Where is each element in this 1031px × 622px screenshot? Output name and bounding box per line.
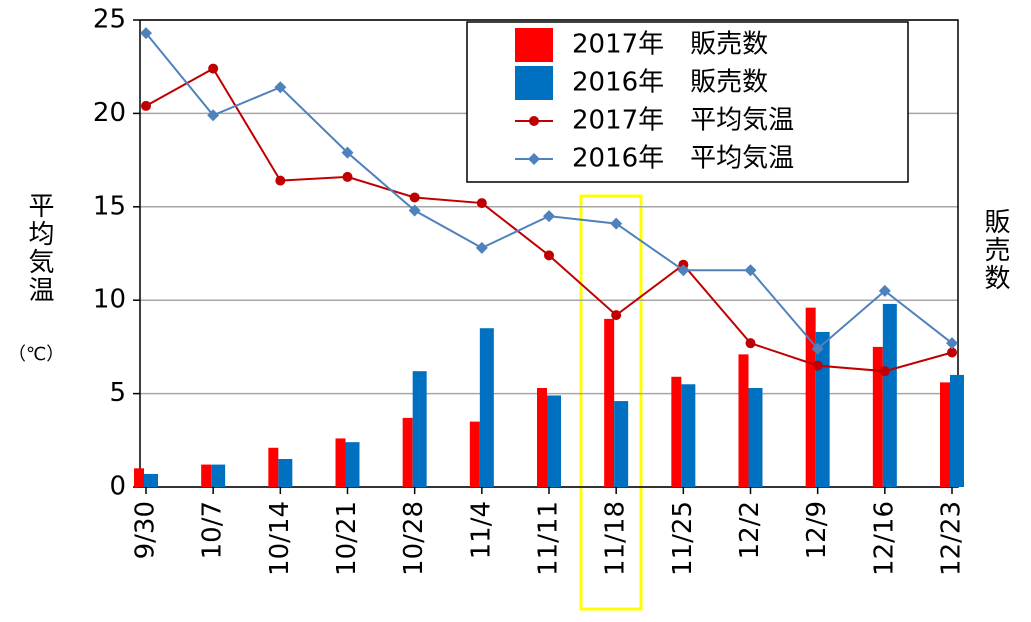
bar [805,307,816,487]
y2-axis-label: 販売数 [980,208,1010,292]
legend-label: 2016年 販売数 [572,68,768,98]
legend-swatch [515,28,553,62]
point [812,360,823,371]
point [745,338,756,349]
bar [345,442,360,487]
bar [211,464,226,487]
bar [940,382,950,487]
bar [469,421,480,487]
bar [335,438,346,487]
x-tick-label: 12/23 [937,501,967,576]
point [275,175,286,186]
point [677,264,690,277]
x-tick-label: 11/4 [466,501,496,559]
y-axis-label: 平均気温 [24,192,54,304]
legend-marker [529,116,539,126]
bar [614,401,629,487]
point [543,210,555,223]
x-tick-label: 12/9 [802,501,832,559]
point [946,337,958,350]
point [544,250,554,261]
point [879,366,890,377]
legend-label: 2017年 販売数 [572,30,768,60]
x-tick-label: 12/2 [735,501,765,559]
point [476,198,487,209]
point [408,204,421,217]
point [341,146,354,159]
point [878,284,891,297]
bar [604,318,615,487]
bar [950,374,964,487]
point [274,81,287,94]
x-tick-label: 11/11 [534,501,564,576]
point [207,109,220,122]
y-tick-label: 20 [93,98,126,128]
bar [815,331,830,487]
bar [479,328,494,487]
legend-marker [528,153,540,165]
bar [201,464,212,487]
bar [671,376,682,487]
y-axis-unit: （℃） [8,344,65,365]
bar [882,303,897,487]
x-tick-label: 10/14 [265,501,295,576]
bar [547,395,561,487]
x-tick-label: 10/28 [399,501,429,576]
bar [681,384,696,487]
y-tick-label: 25 [93,5,126,35]
point [610,217,623,230]
x-tick-label: 9/30 [131,501,161,559]
point [811,342,824,355]
point [744,264,757,277]
y-tick-label: 15 [93,191,126,221]
x-tick-label: 10/21 [332,501,362,576]
point [140,27,152,40]
bar [748,387,763,487]
point [141,100,151,111]
bar [278,458,293,487]
bar [268,447,279,487]
highlight-box [579,194,643,611]
bar [412,371,427,487]
y-tick-label: 10 [93,285,126,315]
bar [134,468,144,487]
legend-label: 2016年 平均気温 [572,144,794,174]
point [208,63,219,74]
x-tick-label: 11/18 [601,501,631,576]
x-tick-label: 11/25 [668,501,698,576]
point [611,310,622,321]
x-tick-label: 10/7 [198,501,228,559]
legend-swatch [515,66,553,100]
bar [402,417,413,487]
bar [872,346,883,487]
y-tick-label: 0 [109,472,126,502]
point [475,241,488,254]
bar [144,473,158,487]
point [342,171,353,182]
point [947,347,957,358]
bar [738,354,749,487]
legend-label: 2017年 平均気温 [572,106,794,136]
point [409,192,420,203]
bar [537,387,547,487]
x-tick-label: 12/16 [869,501,899,576]
y-tick-label: 5 [109,378,126,408]
